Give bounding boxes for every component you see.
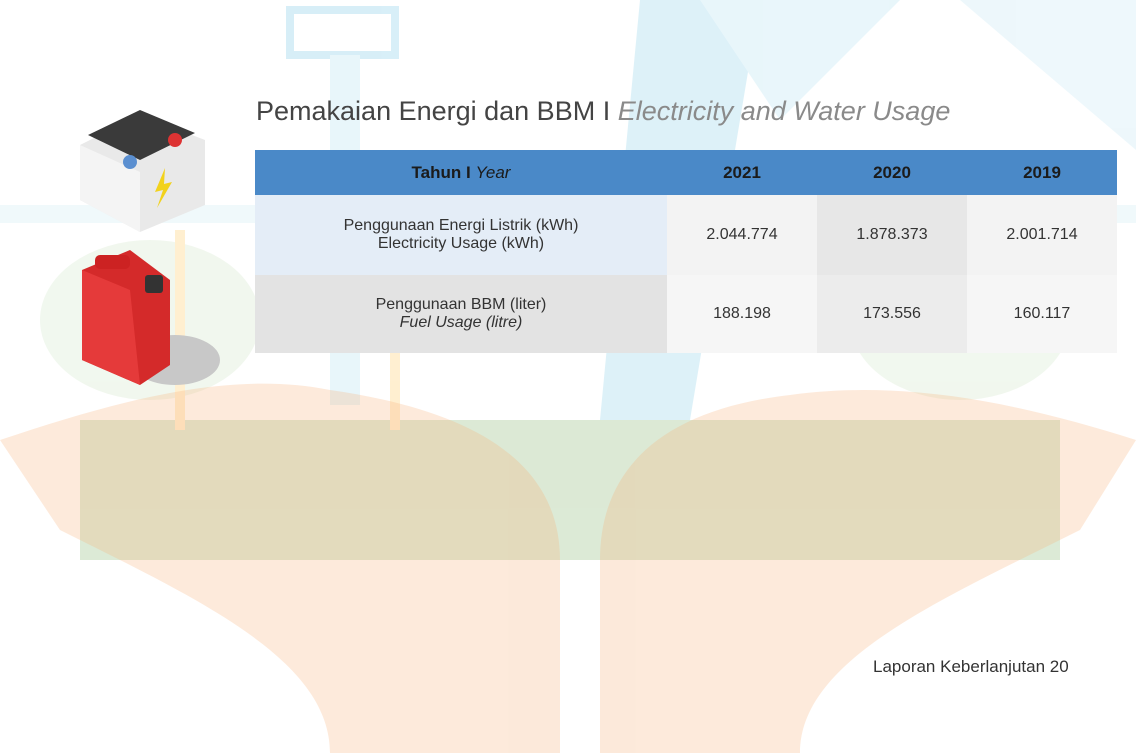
usage-table: Tahun I Year 2021 2020 2019 Penggunaan E… [255, 150, 1117, 353]
year-header: 2019 [967, 150, 1117, 195]
header-label: Tahun I [412, 163, 471, 182]
header-row: Tahun I Year 2021 2020 2019 [255, 150, 1117, 195]
row-label-id: Penggunaan BBM (liter) [376, 296, 547, 313]
value-cell: 2.044.774 [667, 195, 817, 275]
row-label: Penggunaan Energi Listrik (kWh)Electrici… [255, 195, 667, 275]
value-cell: 173.556 [817, 275, 967, 353]
row-label-en: Fuel Usage (litre) [400, 314, 523, 331]
title-main: Pemakaian Energi dan BBM I [256, 96, 610, 126]
header-cell: Tahun I Year [255, 150, 667, 195]
title: Pemakaian Energi dan BBM I Electricity a… [256, 96, 950, 127]
value-cell: 188.198 [667, 275, 817, 353]
header-label-italic: Year [475, 163, 510, 182]
table-row: Penggunaan BBM (liter)Fuel Usage (litre)… [255, 275, 1117, 353]
value-cell: 160.117 [967, 275, 1117, 353]
page-body: Pemakaian Energi dan BBM I Electricity a… [0, 0, 1136, 753]
year-header: 2021 [667, 150, 817, 195]
title-italic: Electricity and Water Usage [618, 96, 951, 126]
footer: Laporan Keberlanjutan 20 [873, 657, 1069, 677]
page: {"title": {"main": "Pemakaian Energi dan… [0, 0, 1136, 753]
value-cell: 2.001.714 [967, 195, 1117, 275]
row-label: Penggunaan BBM (liter)Fuel Usage (litre) [255, 275, 667, 353]
table-row: Penggunaan Energi Listrik (kWh)Electrici… [255, 195, 1117, 275]
value-cell: 1.878.373 [817, 195, 967, 275]
year-header: 2020 [817, 150, 967, 195]
row-label-en: Electricity Usage (kWh) [378, 235, 544, 252]
row-label-id: Penggunaan Energi Listrik (kWh) [344, 217, 579, 234]
